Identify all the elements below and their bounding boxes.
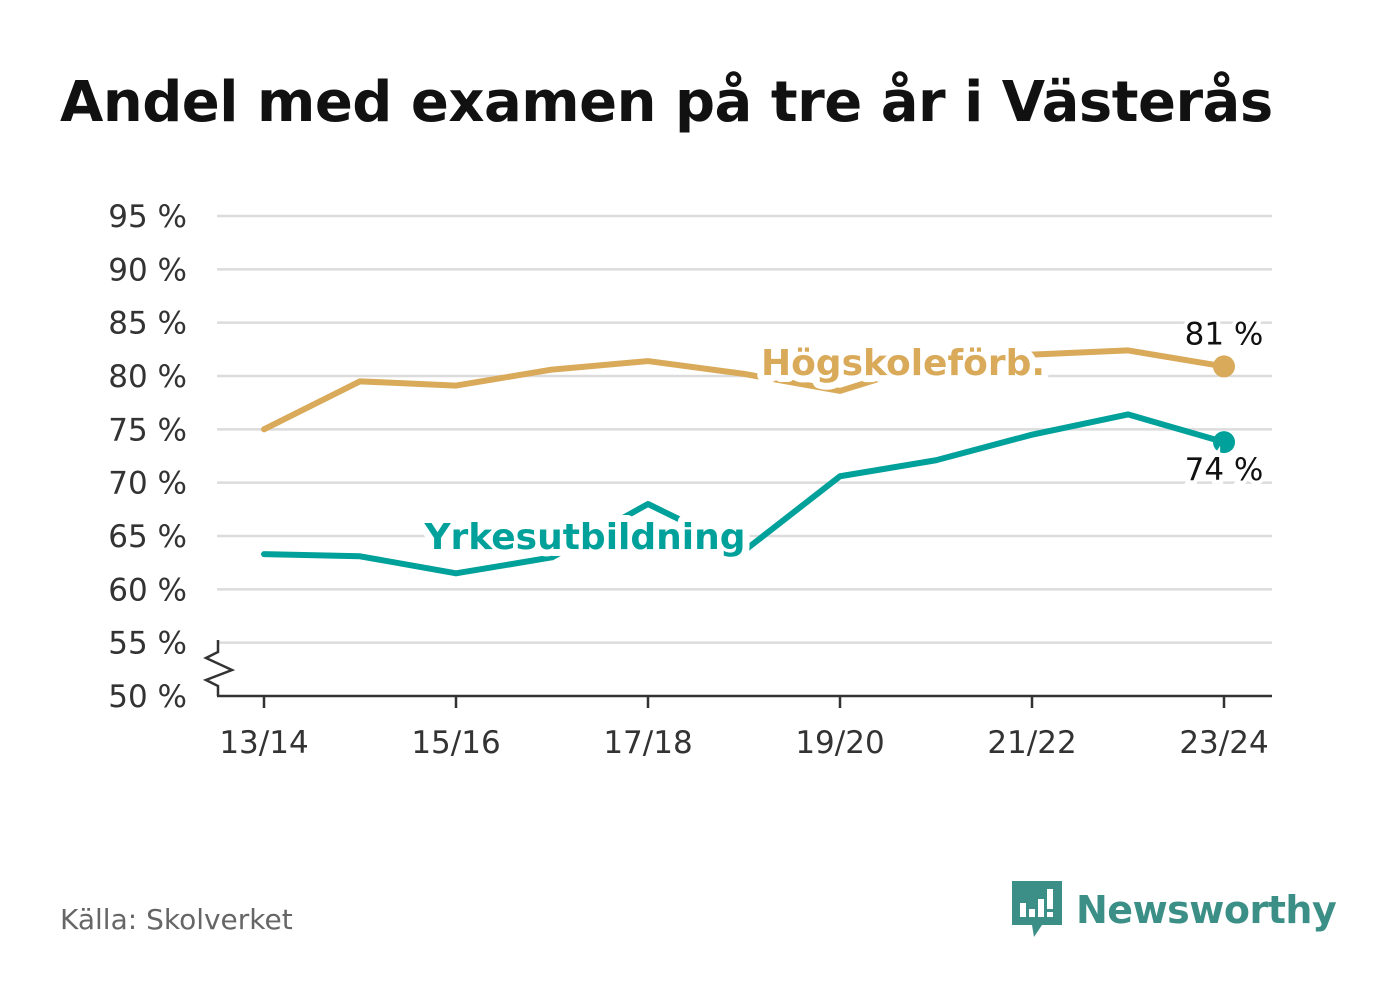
x-tick-label: 15/16 (411, 725, 500, 761)
y-tick-label: 55 % (108, 626, 187, 662)
y-tick-label: 90 % (108, 252, 187, 288)
source-note: Källa: Skolverket (60, 903, 293, 936)
y-tick-label: 60 % (108, 572, 187, 608)
x-tick-label: 23/24 (1179, 725, 1268, 761)
brand-logo: Newsworthy (1012, 880, 1337, 940)
series-name-label: Yrkesutbildning (423, 517, 745, 558)
series-name-label: Högskoleförb. (761, 343, 1045, 384)
y-tick-label: 85 % (108, 306, 187, 342)
series-line (261, 411, 1227, 577)
x-axis: 13/14 15/16 17/18 19/20 21/22 23/24 (217, 694, 1272, 761)
y-axis-break (202, 640, 236, 696)
y-tick-label: 80 % (108, 359, 187, 395)
y-tick-label: 70 % (108, 466, 187, 502)
y-axis-ticks: 50 % 55 % 60 % 65 % 70 % 75 % 80 % 85 % 90 % 95 % (108, 199, 236, 715)
x-tick-label: 19/20 (795, 725, 884, 761)
series-end-point (1213, 355, 1235, 378)
y-tick-label: 50 % (108, 679, 187, 715)
series-end-point (1213, 431, 1235, 454)
newsworthy-logo-icon (1012, 881, 1062, 937)
series-line (261, 347, 1227, 433)
x-tick-label: 13/14 (219, 725, 308, 761)
y-tick-label: 65 % (108, 519, 187, 555)
x-tick-label: 21/22 (987, 725, 1076, 761)
end-value-label: 74 % (1185, 452, 1264, 488)
y-tick-label: 95 % (108, 199, 187, 235)
series-lines: 81 % 74 % (261, 312, 1267, 577)
brand-name: Newsworthy (1076, 888, 1337, 932)
x-tick-label: 17/18 (603, 725, 692, 761)
gridlines (217, 214, 1272, 644)
y-tick-label: 75 % (108, 412, 187, 448)
series-labels: Högskoleförb. Yrkesutbildning (416, 336, 1052, 565)
chart-title: Andel med examen på tre år i Västerås (60, 70, 1273, 135)
end-value-label: 81 % (1185, 316, 1264, 352)
